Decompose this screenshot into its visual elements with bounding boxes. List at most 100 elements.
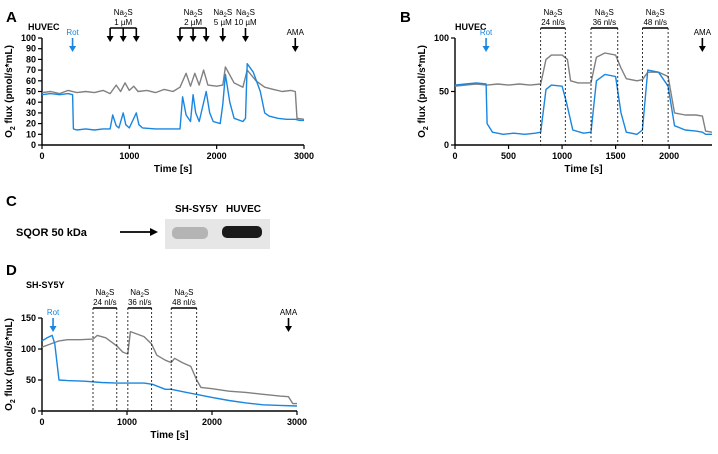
panel-a-ytick-label: 30 [26, 108, 36, 118]
panel-b-annotation-3-na2s-label: Na2S [646, 8, 665, 19]
panel-b-annotation-2-na2s-label: Na2S [595, 8, 614, 19]
panel-b-xtick-label: 1500 [606, 151, 626, 161]
panel-d-ylabel: O2 flux (pmol/s*mL) [4, 318, 17, 411]
panel-a-annotation-1-na2s-label: Na2S [114, 8, 133, 19]
panel-a-xtick-label: 3000 [294, 151, 314, 161]
panel-b-xtick-label: 500 [501, 151, 516, 161]
panel-d-ytick-label: 50 [26, 375, 36, 385]
panel-a-annotation-5-arrow-head [291, 46, 299, 52]
panel-d-annotation-0-label: Rot [47, 308, 60, 317]
panel-b-annotation-4-label: AMA [694, 28, 712, 37]
panel-d-annotation-4-arrow-head [285, 326, 292, 332]
panel-d-ytick-label: 0 [31, 406, 36, 416]
panel-a-ytick-label: 60 [26, 76, 36, 86]
panel-a-annotation-4-na2s-label: Na2S [236, 8, 255, 19]
panel-a-ytick-label: 50 [26, 87, 36, 97]
panel-b-annotation-2-sub-label: 36 nl/s [593, 18, 617, 27]
panel-a-ylabel: O2 flux (pmol/s*mL) [4, 45, 17, 138]
panel-d-xlabel: Time [s] [150, 430, 188, 441]
panel-a-annotation-1-sub-label: 1 µM [114, 18, 132, 27]
panel-b-ylabel: O2 flux (pmol/s*mL) [417, 45, 430, 138]
panel-a-ytick-label: 0 [31, 140, 36, 150]
panel-d-annotation-1-na2s-label: Na2S [95, 288, 114, 299]
panel-b-annotation-0-arrow-head [482, 46, 490, 52]
panel-a-annotation-1-arrow-1-head [119, 36, 127, 42]
panel-b-annotation-1-na2s-label: Na2S [544, 8, 563, 19]
panel-a-ytick-label: 100 [21, 33, 36, 43]
panel-a-xtick-label: 0 [39, 151, 44, 161]
panel-b-annotation-0-label: Rot [480, 28, 493, 37]
panel-a-annotation-3-na2s-label: Na2S [213, 8, 232, 19]
panel-d-annotation-2-sub-label: 36 nl/s [128, 298, 152, 307]
panel-a-annotation-2-arrow-2-head [202, 36, 210, 42]
panel-letter-c: C [6, 193, 17, 210]
panel-b-annotation-3-sub-label: 48 nl/s [643, 18, 667, 27]
panel-c-western-blot: SQOR 50 kDa SH-SY5Y HUVEC [16, 204, 270, 249]
panel-a-ytick-label: 10 [26, 129, 36, 139]
panel-b-series-rotenone [454, 69, 712, 136]
panel-d-annotation-4-label: AMA [280, 308, 298, 317]
panel-letter-d: D [6, 262, 17, 279]
panel-a-annotation-3-sub-label: 5 µM [214, 18, 232, 27]
panel-b-annotation-4-arrow-head [698, 46, 706, 52]
panel-a-annotation-4-sub-label: 10 µM [234, 18, 257, 27]
panel-d-chart: 0 50 100 150 0 1000 2000 3000 Time [s] O2 flux (p… [4, 288, 307, 441]
panel-a-annotation-2-arrow-1-head [189, 36, 197, 42]
band-huvec [222, 226, 262, 238]
panel-d-xtick-label: 1000 [117, 417, 137, 427]
sqor-arrow-head [150, 228, 158, 236]
band-shsy5y [172, 227, 208, 239]
panel-a-xtick-label: 1000 [119, 151, 139, 161]
lane-label-shsy5y: SH-SY5Y [175, 204, 218, 215]
panel-d-annotation-3-sub-label: 48 nl/s [172, 298, 196, 307]
panel-b-xlabel: Time [s] [564, 164, 602, 175]
panel-a-annotation-2-sub-label: 2 µM [184, 18, 202, 27]
panel-d-series-control [41, 330, 297, 405]
panel-a-annotation-5-label: AMA [287, 28, 305, 37]
panel-a-xtick-label: 2000 [207, 151, 227, 161]
panel-a-annotation-0-label: Rot [66, 28, 79, 37]
panel-d-annotation-1-sub-label: 24 nl/s [93, 298, 117, 307]
panel-a-annotation-3-arrow-head [219, 36, 227, 42]
panel-d-ytick-label: 100 [21, 344, 36, 354]
panel-a-ytick-label: 90 [26, 44, 36, 54]
lane-label-huvec: HUVEC [226, 204, 261, 215]
panel-b-cell-label: HUVEC [455, 22, 487, 32]
panel-a-annotation-0-arrow-head [69, 46, 77, 52]
panel-d-series-rotenone [41, 334, 298, 407]
panel-a-ytick-label: 20 [26, 119, 36, 129]
panel-b-ytick-label: 0 [444, 140, 449, 150]
panel-a-annotation-4-arrow-head [241, 36, 249, 42]
panel-a-annotation-1-arrow-0-head [106, 36, 114, 42]
panel-b-series-control [454, 52, 713, 133]
panel-b-ytick-label: 50 [439, 87, 449, 97]
panel-letter-b: B [400, 9, 411, 26]
panel-d-ytick-label: 150 [21, 313, 36, 323]
panel-b-ytick-label: 100 [434, 33, 449, 43]
panel-a-xlabel: Time [s] [154, 164, 192, 175]
panel-a-ytick-label: 70 [26, 65, 36, 75]
panel-a-series-control [41, 66, 305, 120]
panel-d-xtick-label: 3000 [287, 417, 307, 427]
panel-d-cell-label: SH-SY5Y [26, 280, 65, 290]
panel-b-annotation-1-sub-label: 24 nl/s [541, 18, 565, 27]
panel-b-xtick-label: 0 [452, 151, 457, 161]
panel-a-annotation-2-na2s-label: Na2S [184, 8, 203, 19]
panel-b-xtick-label: 1000 [552, 151, 572, 161]
panel-a-series-rotenone [41, 63, 304, 131]
panel-d-annotation-3-na2s-label: Na2S [174, 288, 193, 299]
panel-d-annotation-2-na2s-label: Na2S [130, 288, 149, 299]
panel-letter-a: A [6, 9, 17, 26]
panel-d-xtick-label: 2000 [202, 417, 222, 427]
panel-a-annotation-2-arrow-0-head [176, 36, 184, 42]
panel-a-cell-label: HUVEC [28, 22, 60, 32]
panel-a-ytick-label: 80 [26, 54, 36, 64]
panel-d-annotation-0-arrow-head [49, 326, 57, 332]
sqor-label: SQOR 50 kDa [16, 227, 88, 239]
panel-b-xtick-label: 2000 [659, 151, 679, 161]
panel-d-xtick-label: 0 [39, 417, 44, 427]
